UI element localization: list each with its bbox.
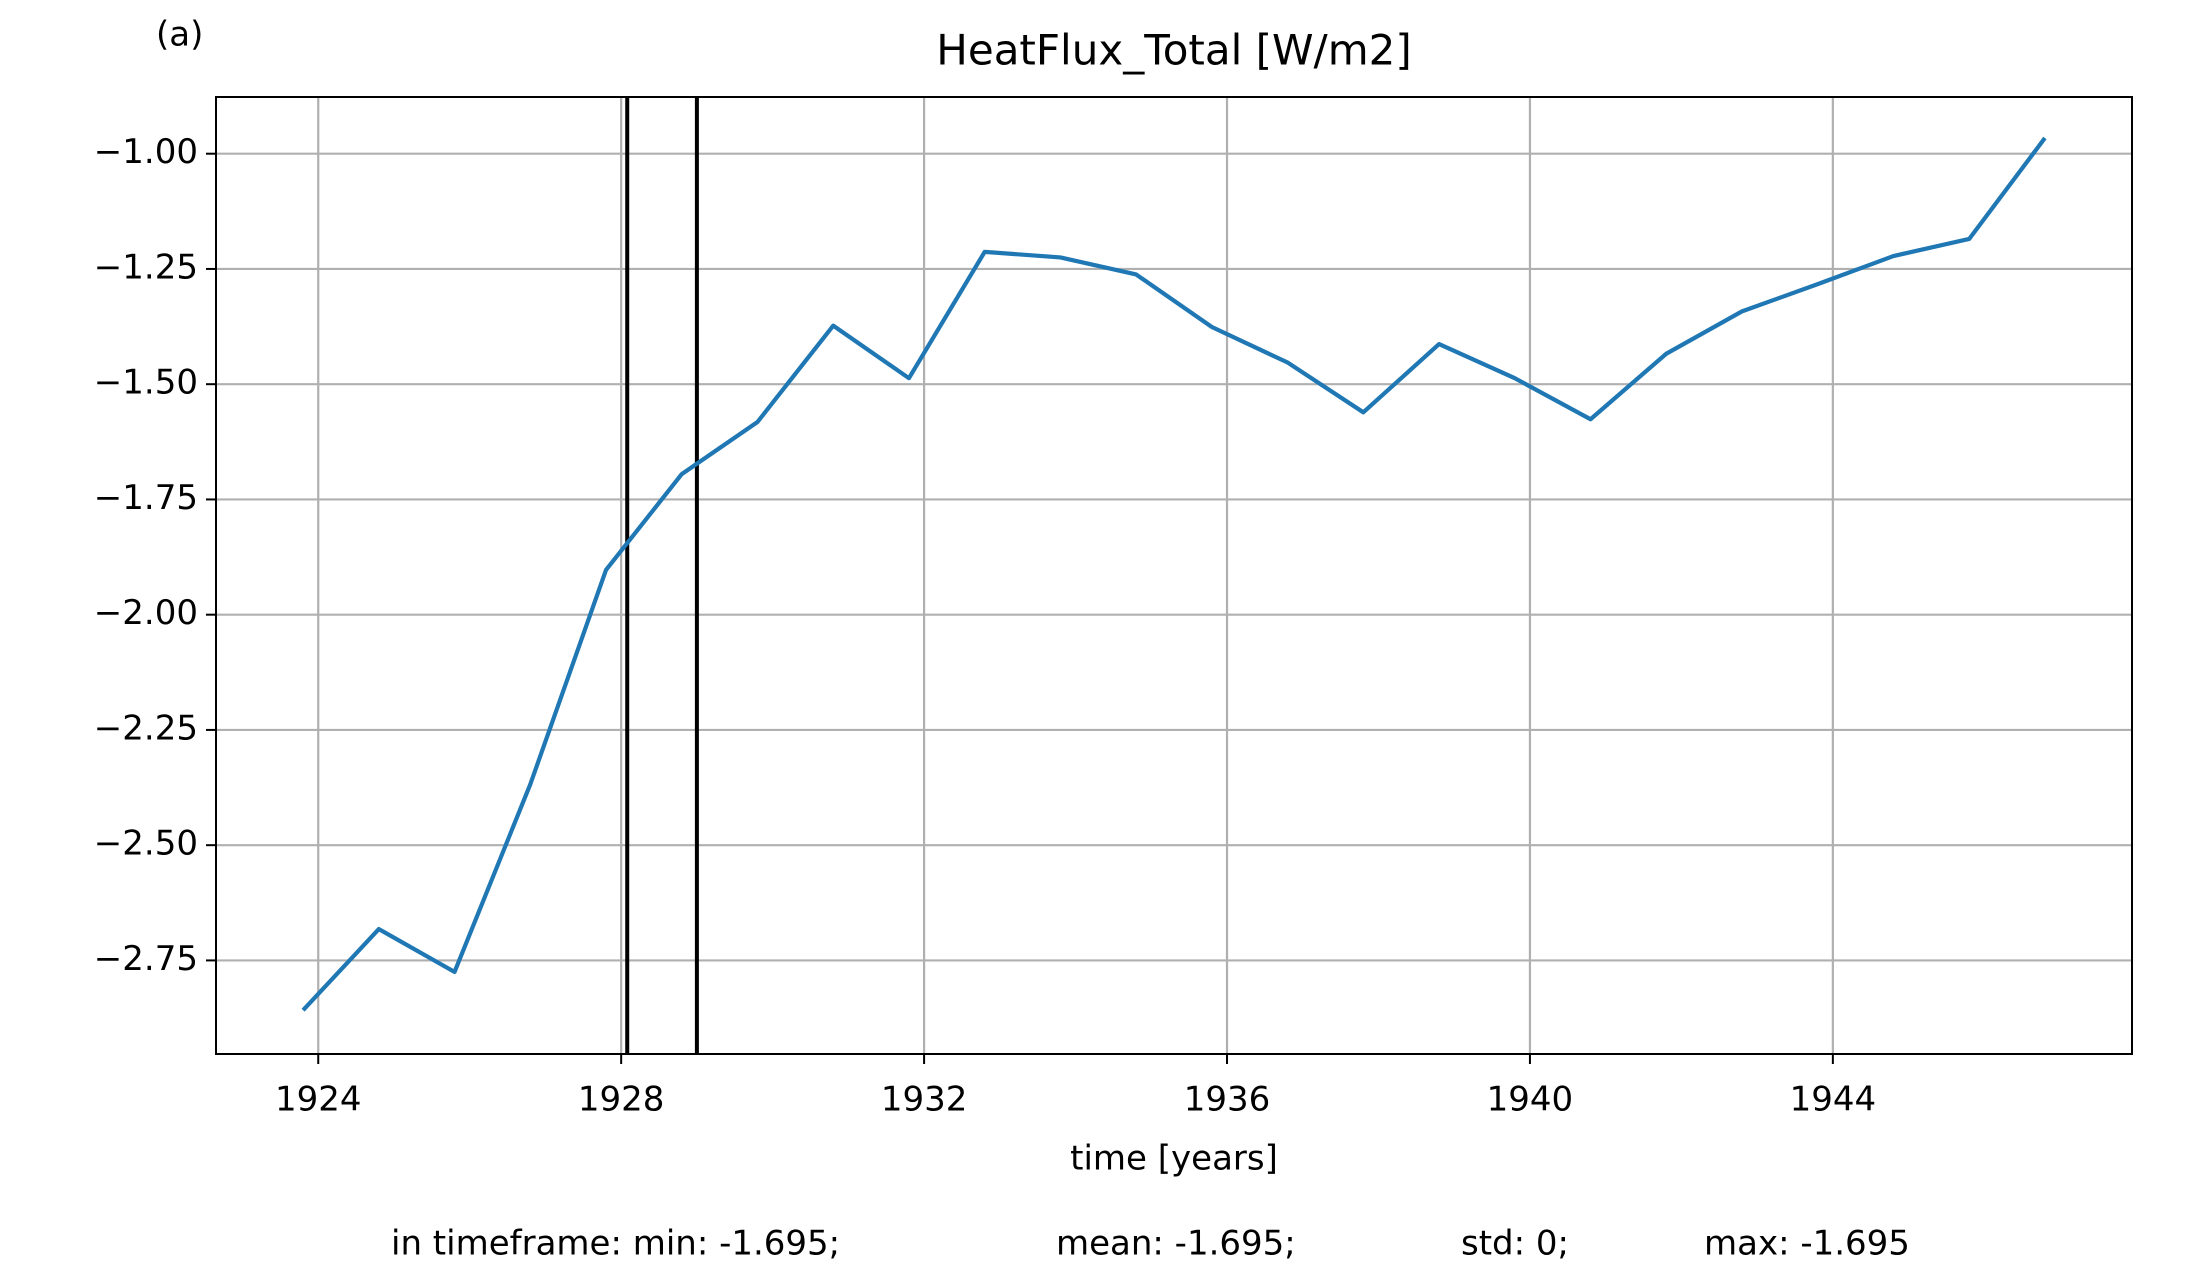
y-tick-label: −2.75 xyxy=(94,939,198,979)
footer-text: in timeframe: min: -1.695; xyxy=(391,1224,840,1263)
footer-text: max: -1.695 xyxy=(1704,1224,1910,1263)
x-tick-label: 1940 xyxy=(1487,1080,1574,1120)
x-tick-label: 1936 xyxy=(1184,1080,1271,1120)
footer-text: mean: -1.695; xyxy=(1056,1224,1296,1263)
y-tick-label: −1.75 xyxy=(94,478,198,518)
y-tick-label: −2.25 xyxy=(94,708,198,748)
x-tick-label: 1928 xyxy=(578,1080,665,1120)
y-tick-label: −2.00 xyxy=(94,593,198,633)
y-tick-label: −2.50 xyxy=(94,824,198,864)
panel-label: (a) xyxy=(156,15,203,55)
x-axis-label: time [years] xyxy=(1070,1139,1278,1179)
y-tick-label: −1.00 xyxy=(94,132,198,172)
y-tick-label: −1.25 xyxy=(94,247,198,287)
plot-frame xyxy=(215,96,2133,1055)
x-tick-label: 1944 xyxy=(1790,1080,1877,1120)
x-tick-label: 1924 xyxy=(275,1080,362,1120)
x-tick-label: 1932 xyxy=(881,1080,968,1120)
data-line xyxy=(301,136,2047,1012)
footer-text: std: 0; xyxy=(1461,1224,1569,1263)
chart-title: HeatFlux_Total [W/m2] xyxy=(936,26,1411,75)
y-tick-label: −1.50 xyxy=(94,363,198,403)
